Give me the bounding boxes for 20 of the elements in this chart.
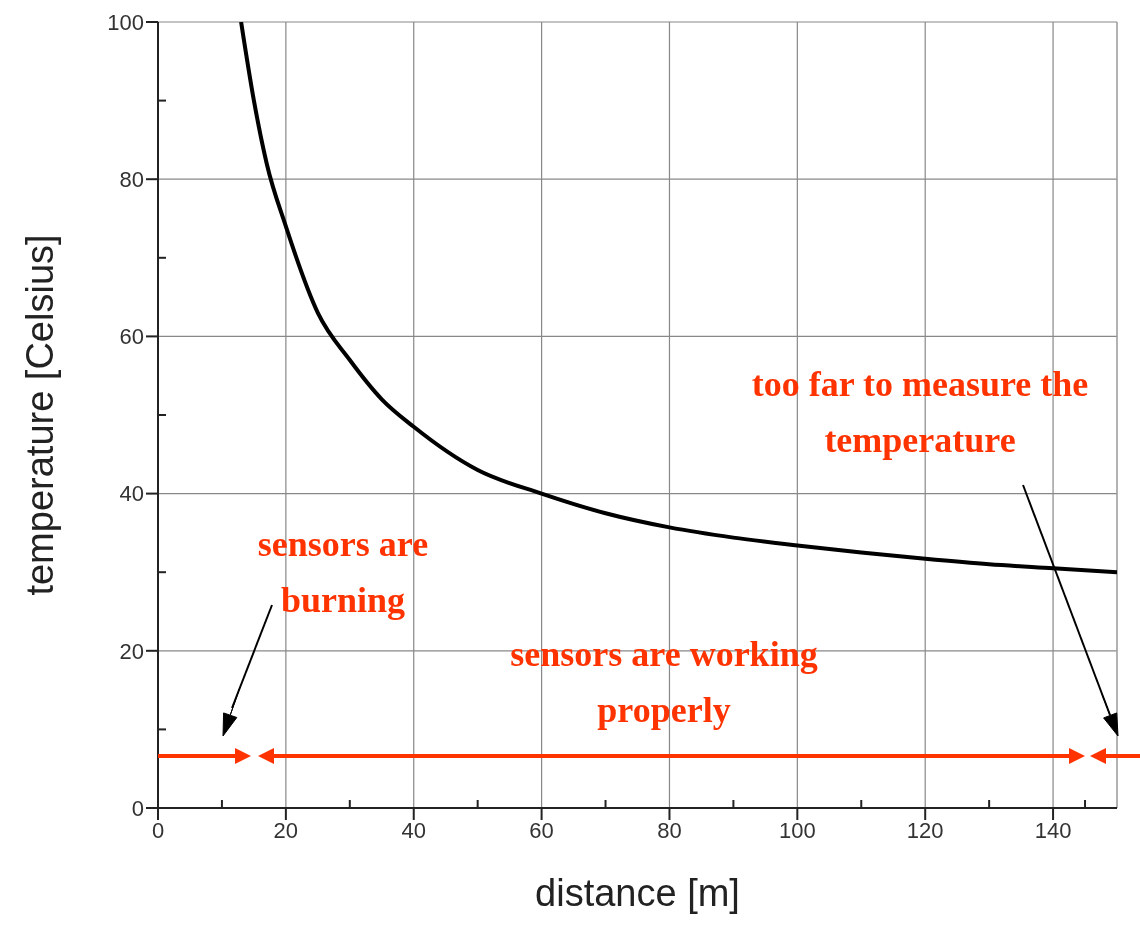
y-tick-label: 80 — [119, 167, 144, 193]
y-tick-label: 20 — [119, 638, 144, 664]
y-tick-label: 100 — [107, 9, 144, 35]
x-tick-label: 140 — [1034, 817, 1072, 843]
y-axis-title: temperature [Celsius] — [19, 234, 62, 596]
y-tick-label: 60 — [119, 324, 144, 350]
x-tick-label: 60 — [529, 817, 554, 843]
x-tick-label: 40 — [401, 817, 426, 843]
x-tick-label: 20 — [273, 817, 299, 843]
x-axis-title: distance [m] — [535, 872, 740, 914]
x-tick-label: 80 — [657, 817, 682, 843]
y-tick-label: 0 — [131, 795, 144, 821]
x-tick-label: 100 — [778, 817, 816, 843]
annotation: too far to measure the temperature — [750, 363, 1090, 462]
annotation: sensors are burning — [256, 523, 430, 622]
line-series — [239, 22, 1117, 575]
x-tick-label: 0 — [151, 817, 165, 843]
x-tick-label: 120 — [906, 817, 944, 843]
annotation: sensors are working properly — [509, 633, 819, 732]
y-tick-label: 40 — [119, 481, 144, 507]
